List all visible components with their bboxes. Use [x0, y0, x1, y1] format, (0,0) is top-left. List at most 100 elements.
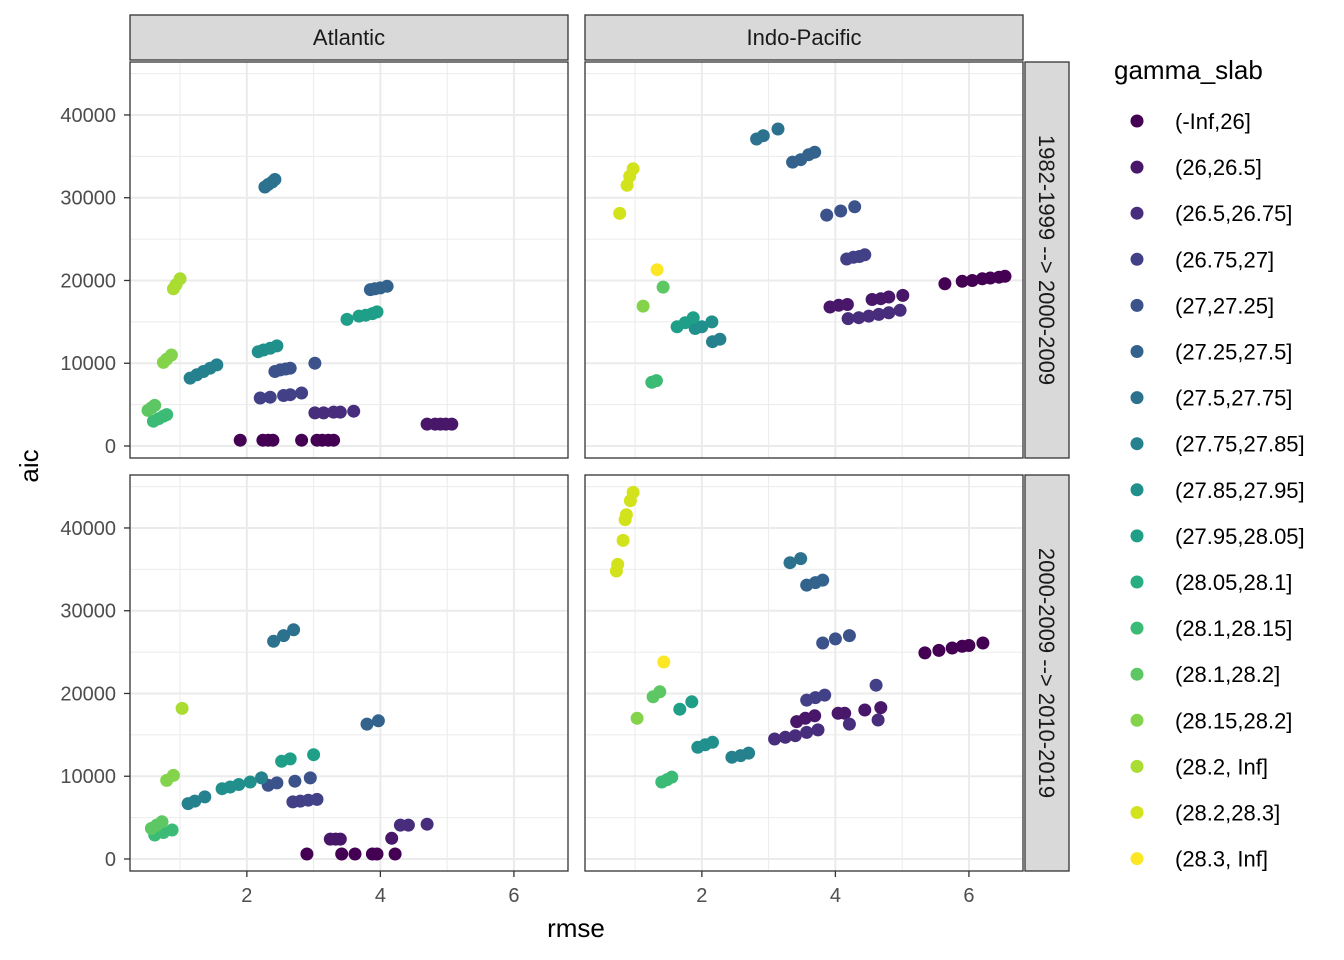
- data-point: [613, 206, 627, 220]
- data-point: [742, 746, 756, 760]
- data-point: [657, 655, 671, 669]
- data-point: [874, 701, 888, 715]
- data-point: [848, 200, 862, 214]
- data-point: [828, 632, 842, 646]
- y-tick-label: 20000: [60, 683, 116, 705]
- data-point: [380, 279, 394, 293]
- legend-key: [1130, 621, 1144, 635]
- legend-label: (-Inf,26]: [1175, 109, 1251, 134]
- data-point: [842, 717, 856, 731]
- data-point: [653, 685, 667, 699]
- data-point: [818, 688, 832, 702]
- legend-key: [1130, 713, 1144, 727]
- data-point: [288, 774, 302, 788]
- y-tick-label: 40000: [60, 518, 116, 540]
- data-point: [303, 771, 317, 785]
- panel-background: [585, 62, 1023, 458]
- data-point: [188, 794, 202, 808]
- data-point: [348, 847, 362, 861]
- data-point: [756, 129, 770, 143]
- y-tick-label: 0: [105, 436, 116, 458]
- y-tick-label: 0: [105, 849, 116, 871]
- data-point: [962, 639, 976, 652]
- data-point: [871, 713, 885, 727]
- data-point: [686, 311, 700, 325]
- data-point: [852, 311, 866, 325]
- panel-background: [585, 475, 1023, 871]
- data-point: [175, 701, 189, 715]
- data-point: [800, 725, 814, 739]
- data-point: [630, 711, 644, 725]
- data-point: [705, 315, 719, 329]
- legend-label: (27.75,27.85]: [1175, 432, 1305, 457]
- facet-strip: [584, 14, 1024, 61]
- data-point: [656, 280, 670, 294]
- legend-label: (27.5,27.75]: [1175, 386, 1292, 411]
- legend-label: (27,27.25]: [1175, 293, 1274, 318]
- data-point: [198, 790, 212, 804]
- data-point: [626, 162, 640, 176]
- data-point: [649, 374, 663, 388]
- legend-label: (26.5,26.75]: [1175, 201, 1292, 226]
- y-tick-label: 10000: [60, 766, 116, 788]
- data-point: [611, 557, 625, 571]
- data-point: [333, 832, 347, 846]
- data-point: [371, 714, 385, 728]
- data-point: [626, 485, 640, 499]
- data-point: [253, 391, 267, 405]
- data-point: [388, 847, 402, 861]
- facet-strip: [1024, 61, 1070, 459]
- legend-label: (28.1,28.2]: [1175, 662, 1280, 687]
- data-point: [385, 831, 399, 845]
- data-point: [816, 573, 830, 587]
- data-point: [858, 703, 872, 717]
- data-point: [858, 248, 872, 262]
- data-point: [695, 320, 709, 334]
- data-point: [165, 823, 179, 837]
- data-point: [869, 678, 883, 692]
- data-point: [893, 303, 907, 317]
- data-point: [270, 776, 284, 790]
- data-point: [713, 332, 727, 346]
- data-point: [794, 552, 808, 566]
- data-point: [932, 643, 946, 657]
- legend-label: (26,26.5]: [1175, 155, 1262, 180]
- legend-key: [1130, 667, 1144, 681]
- facet-strip: [129, 14, 569, 61]
- data-point: [882, 290, 896, 304]
- legend-label: (26.75,27]: [1175, 247, 1274, 272]
- data-point: [164, 348, 178, 362]
- y-tick-label: 20000: [60, 270, 116, 292]
- legend-label: (27.95,28.05]: [1175, 524, 1305, 549]
- legend-key: [1130, 529, 1144, 543]
- data-point: [210, 358, 224, 372]
- data-point: [283, 388, 297, 402]
- legend-label: (28.1,28.15]: [1175, 616, 1292, 641]
- x-tick-label: 6: [963, 885, 974, 907]
- legend-label: (28.15,28.2]: [1175, 708, 1292, 733]
- data-point: [360, 717, 374, 731]
- legend-title: gamma_slab: [1114, 55, 1263, 85]
- data-point: [896, 288, 910, 302]
- facet-strip-label: 1982-1999 --> 2000-2009: [1034, 135, 1059, 385]
- data-point: [270, 339, 284, 353]
- data-point: [287, 623, 301, 637]
- x-tick-label: 6: [508, 885, 519, 907]
- facet-strip: [1024, 474, 1070, 872]
- data-point: [650, 263, 664, 277]
- data-point: [673, 702, 687, 716]
- data-point: [283, 752, 297, 766]
- x-tick-label: 2: [241, 885, 252, 907]
- legend-label: (28.2,28.3]: [1175, 801, 1280, 826]
- data-point: [333, 405, 347, 419]
- data-point: [166, 768, 180, 782]
- panel-border: [129, 61, 569, 459]
- x-tick-label: 2: [696, 885, 707, 907]
- data-point: [838, 706, 852, 720]
- facet-strip-label: Indo-Pacific: [747, 25, 862, 50]
- data-point: [808, 709, 822, 723]
- data-point: [665, 770, 679, 784]
- data-point: [401, 818, 415, 832]
- data-point: [841, 312, 855, 326]
